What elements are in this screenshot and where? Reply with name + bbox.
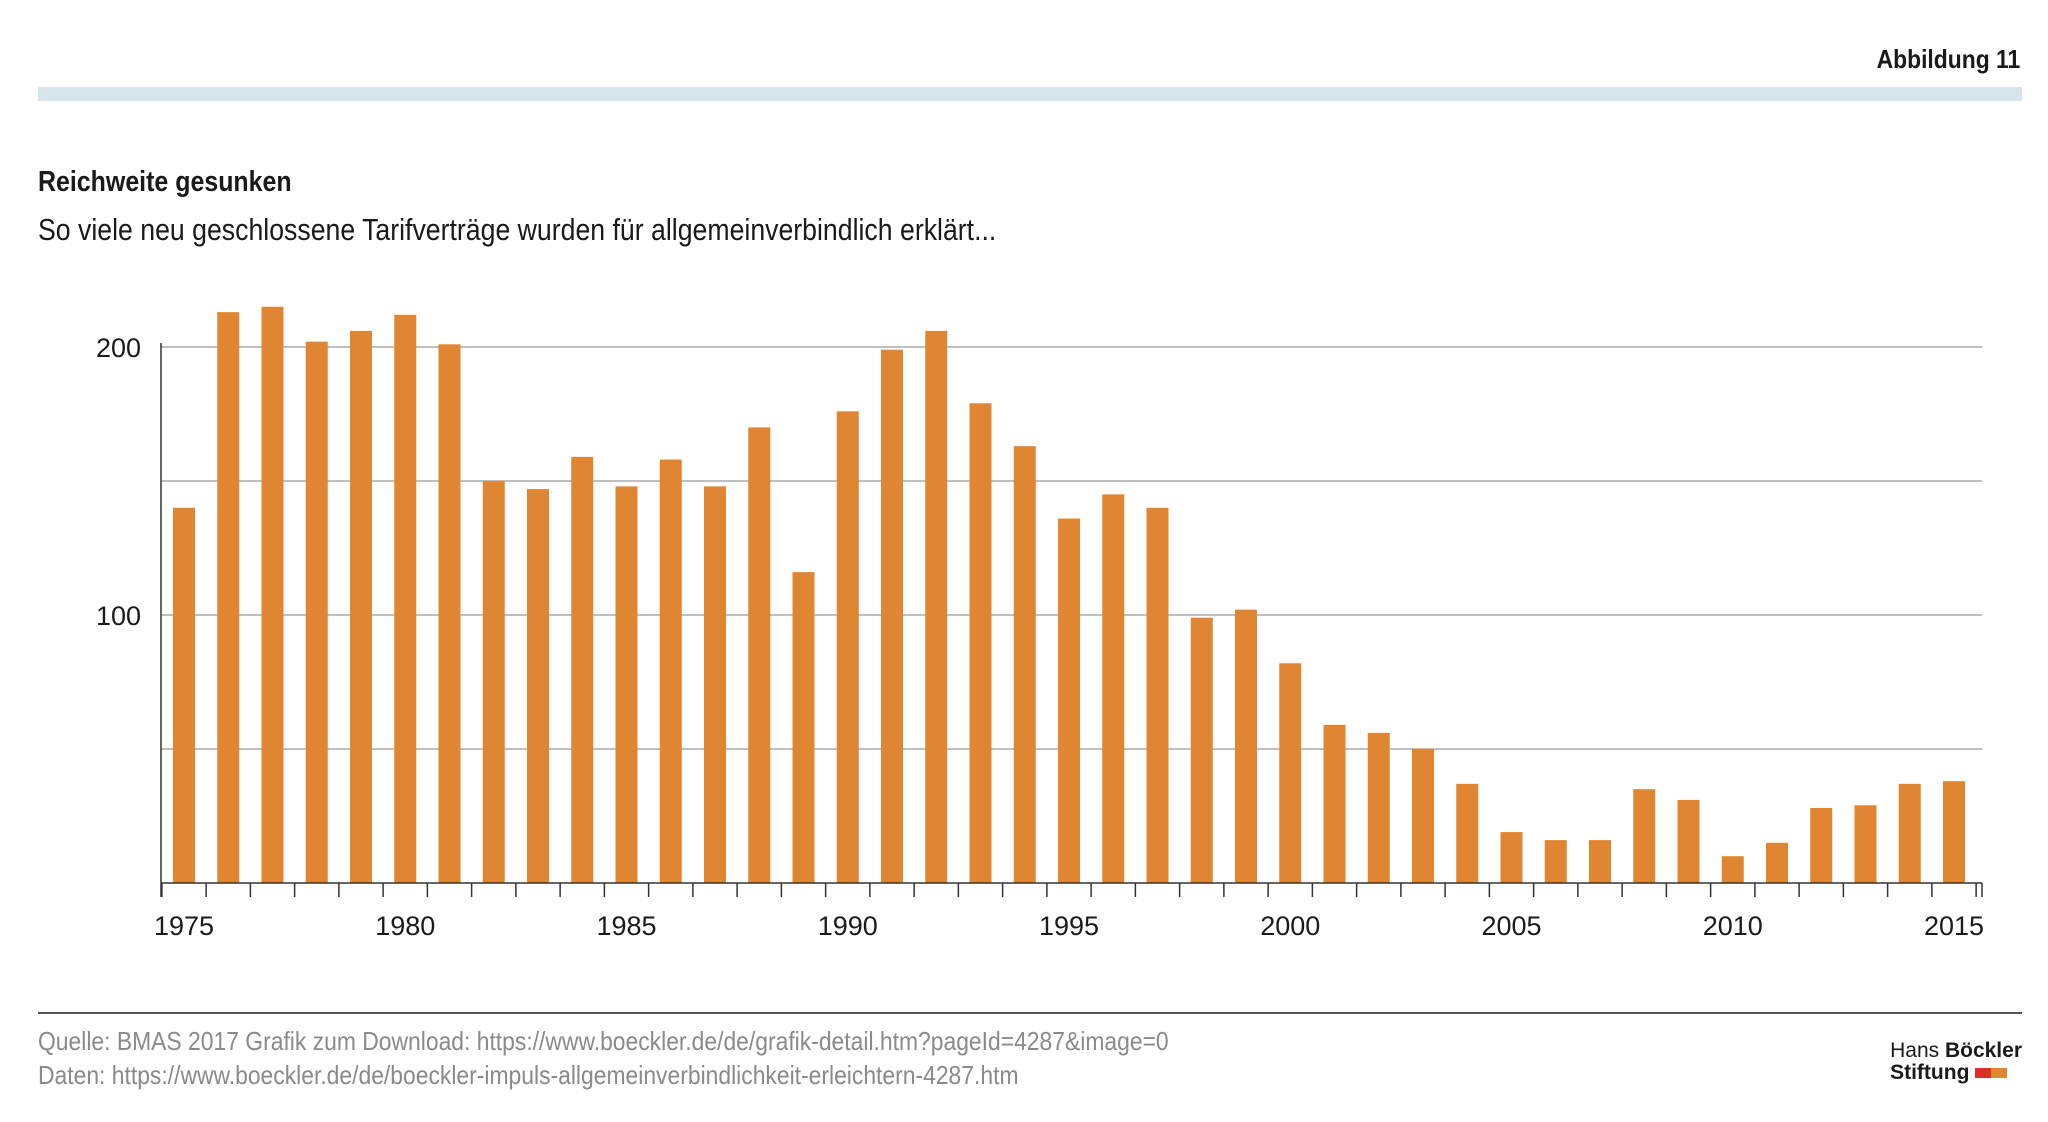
bar-1980 (394, 314, 417, 884)
bar-2002 (1367, 732, 1390, 883)
y-tick-label: 100 (96, 601, 141, 631)
data-source-line: Daten: https://www.boeckler.de/de/boeckl… (38, 1060, 1019, 1090)
bar-2013 (1854, 805, 1877, 883)
x-tick-label: 2000 (1260, 911, 1320, 941)
bar-1990 (836, 411, 859, 883)
bar-2011 (1766, 842, 1788, 883)
x-tick-label: 2010 (1703, 911, 1763, 941)
bar-1997 (1146, 507, 1169, 883)
chart-subtitle: So viele neu geschlossene Tarifverträge … (38, 212, 997, 247)
bar-2006 (1544, 840, 1567, 883)
bar-2014 (1898, 783, 1921, 883)
footer-rule (38, 1012, 2022, 1014)
bar-2009 (1677, 799, 1700, 883)
hans-boeckler-stiftung-logo: Hans Böckler Stiftung (1890, 1040, 2022, 1084)
bar-1998 (1190, 617, 1213, 883)
bar-1988 (748, 427, 771, 883)
bar-1992 (925, 330, 948, 883)
bar-2007 (1589, 840, 1611, 883)
header-band (38, 87, 2022, 101)
logo-mark-red (1975, 1068, 1992, 1078)
bar-2005 (1500, 832, 1523, 883)
x-tick-label: 1975 (154, 911, 214, 941)
x-tick-label: 1995 (1039, 911, 1099, 941)
source-line: Quelle: BMAS 2017 Grafik zum Download: h… (38, 1026, 1169, 1056)
logo-text-hans: Hans (1890, 1039, 1945, 1062)
bar-1989 (792, 572, 815, 883)
x-tick-label: 1990 (818, 911, 878, 941)
bar-2010 (1721, 856, 1744, 883)
logo-text-stiftung: Stiftung (1890, 1061, 1970, 1084)
bar-1983 (527, 489, 549, 883)
bar-1976 (217, 312, 240, 883)
bar-1999 (1235, 609, 1257, 883)
bar-1982 (482, 481, 505, 883)
bar-2015 (1943, 781, 1965, 883)
bar-1979 (350, 330, 372, 883)
x-tick-label: 2015 (1924, 911, 1984, 941)
x-tick-label: 1980 (375, 911, 435, 941)
bar-1993 (969, 403, 992, 883)
bar-1985 (615, 486, 638, 883)
figure-label: Abbildung 11 (1876, 44, 2020, 74)
bar-1978 (305, 341, 328, 883)
bar-2008 (1633, 789, 1656, 883)
x-tick-label: 2005 (1481, 911, 1541, 941)
bar-1996 (1102, 494, 1125, 883)
bar-2004 (1456, 783, 1479, 883)
bar-2000 (1279, 663, 1302, 883)
logo-text-boeckler: Böckler (1944, 1039, 2022, 1062)
bar-1977 (261, 306, 284, 883)
bar-1984 (571, 456, 594, 883)
x-tick-label: 1985 (596, 911, 656, 941)
y-tick-label: 200 (96, 333, 141, 363)
bar-1986 (659, 459, 682, 883)
bar-1987 (704, 486, 726, 883)
chart-title: Reichweite gesunken (38, 166, 292, 198)
logo-mark-orange (1991, 1068, 2008, 1078)
bar-2001 (1323, 724, 1346, 883)
bar-1991 (881, 349, 903, 883)
bar-2003 (1412, 749, 1434, 883)
bar-1994 (1013, 446, 1036, 883)
bar-1995 (1058, 518, 1080, 883)
bar-1981 (438, 344, 461, 883)
bar-2012 (1810, 807, 1833, 883)
bar-1975 (173, 507, 195, 883)
